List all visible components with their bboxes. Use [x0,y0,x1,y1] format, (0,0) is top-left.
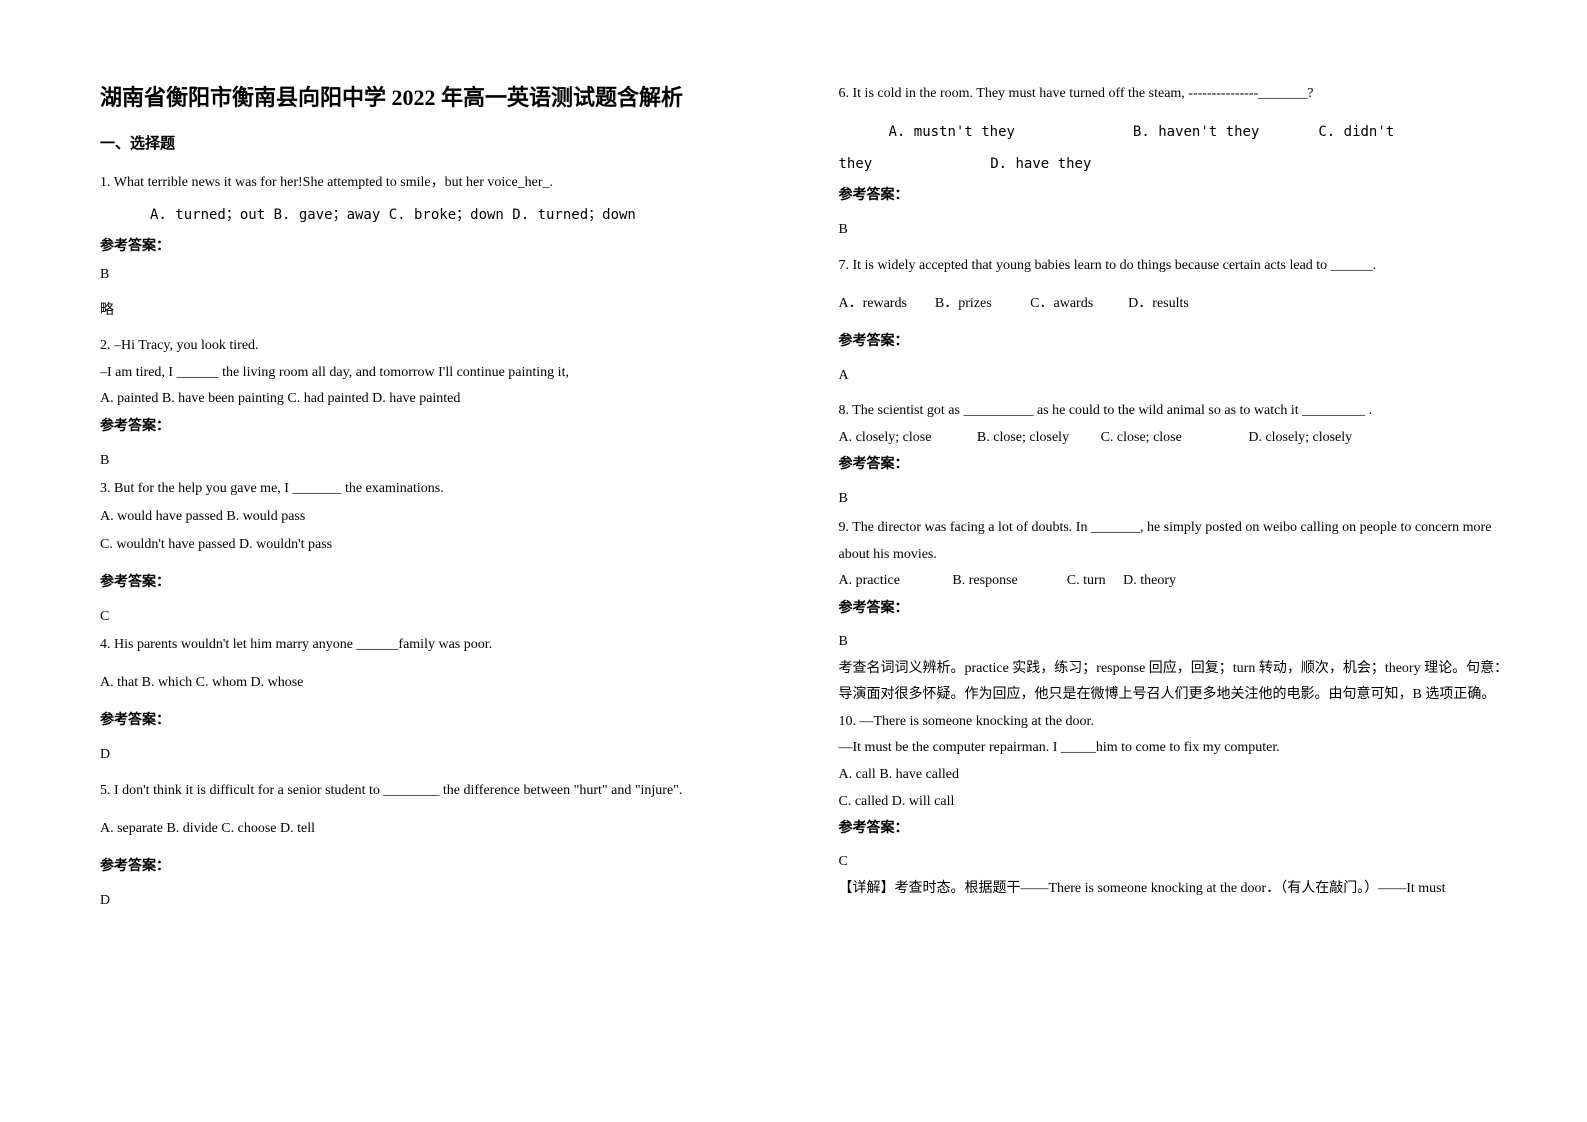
q8-text: 8. The scientist got as __________ as he… [839,398,1518,425]
q3-answer-label: 参考答案： [100,569,789,597]
q6-answer-label: 参考答案： [839,182,1518,210]
q10-answer: C [839,849,1518,876]
q1-answer-label: 参考答案： [100,233,789,261]
q10-options-b: C. called D. will call [839,789,1518,816]
document-title: 湖南省衡阳市衡南县向阳中学 2022 年高一英语测试题含解析 [100,80,789,112]
q3-text: 3. But for the help you gave me, I _____… [100,475,789,503]
q1-options: A. turned；out B. gave；away C. broke；down… [100,201,789,229]
q2-line2: –I am tired, I ______ the living room al… [100,360,789,387]
q10-explanation: 【详解】考查时态。根据题干——There is someone knocking… [839,876,1518,903]
q8-answer: B [839,485,1518,513]
q4-answer: D [100,741,789,769]
q2-answer-label: 参考答案： [100,413,789,441]
q4-options: A. that B. which C. whom D. whose [100,669,789,697]
q10-line2: —It must be the computer repairman. I __… [839,735,1518,762]
q5-text: 5. I don't think it is difficult for a s… [100,777,789,805]
q5-answer-label: 参考答案： [100,853,789,881]
q4-answer-label: 参考答案： [100,707,789,735]
q7-text: 7. It is widely accepted that young babi… [839,252,1518,280]
q3-answer: C [100,603,789,631]
section-heading: 一、选择题 [100,132,789,153]
q2-line1: 2. –Hi Tracy, you look tired. [100,333,789,360]
q6-options-a: A. mustn't they B. haven't they C. didn'… [839,118,1518,146]
q2-options: A. painted B. have been painting C. had … [100,386,789,413]
q8-answer-label: 参考答案： [839,451,1518,479]
q1-extra: 略 [100,297,789,325]
q6-answer: B [839,216,1518,244]
q3-options-a: A. would have passed B. would pass [100,503,789,531]
q10-line1: 10. —There is someone knocking at the do… [839,709,1518,736]
q2-answer: B [100,447,789,475]
q6-options-b: they D. have they [839,150,1518,178]
right-column: 6. It is cold in the room. They must hav… [819,80,1538,1082]
q1-text: 1. What terrible news it was for her!She… [100,169,789,197]
q5-answer: D [100,887,789,915]
q9-answer-label: 参考答案： [839,595,1518,623]
q7-answer: A [839,362,1518,390]
q9-explanation: 考查名词词义辨析。practice 实践，练习；response 回应，回复；t… [839,656,1518,709]
q10-answer-label: 参考答案： [839,815,1518,843]
q7-options: A．rewards B．prizes C．awards D．results [839,290,1518,318]
page: 湖南省衡阳市衡南县向阳中学 2022 年高一英语测试题含解析 一、选择题 1. … [0,0,1587,1122]
q6-text: 6. It is cold in the room. They must hav… [839,80,1518,108]
q9-text: 9. The director was facing a lot of doub… [839,515,1518,568]
q9-answer: B [839,629,1518,656]
q3-options-b: C. wouldn't have passed D. wouldn't pass [100,531,789,559]
q8-options: A. closely; close B. close; closely C. c… [839,425,1518,452]
q9-options: A. practice B. response C. turn D. theor… [839,568,1518,595]
q10-options-a: A. call B. have called [839,762,1518,789]
q5-options: A. separate B. divide C. choose D. tell [100,815,789,843]
left-column: 湖南省衡阳市衡南县向阳中学 2022 年高一英语测试题含解析 一、选择题 1. … [100,80,819,1082]
q4-text: 4. His parents wouldn't let him marry an… [100,631,789,659]
q7-answer-label: 参考答案： [839,328,1518,356]
q1-answer: B [100,261,789,289]
